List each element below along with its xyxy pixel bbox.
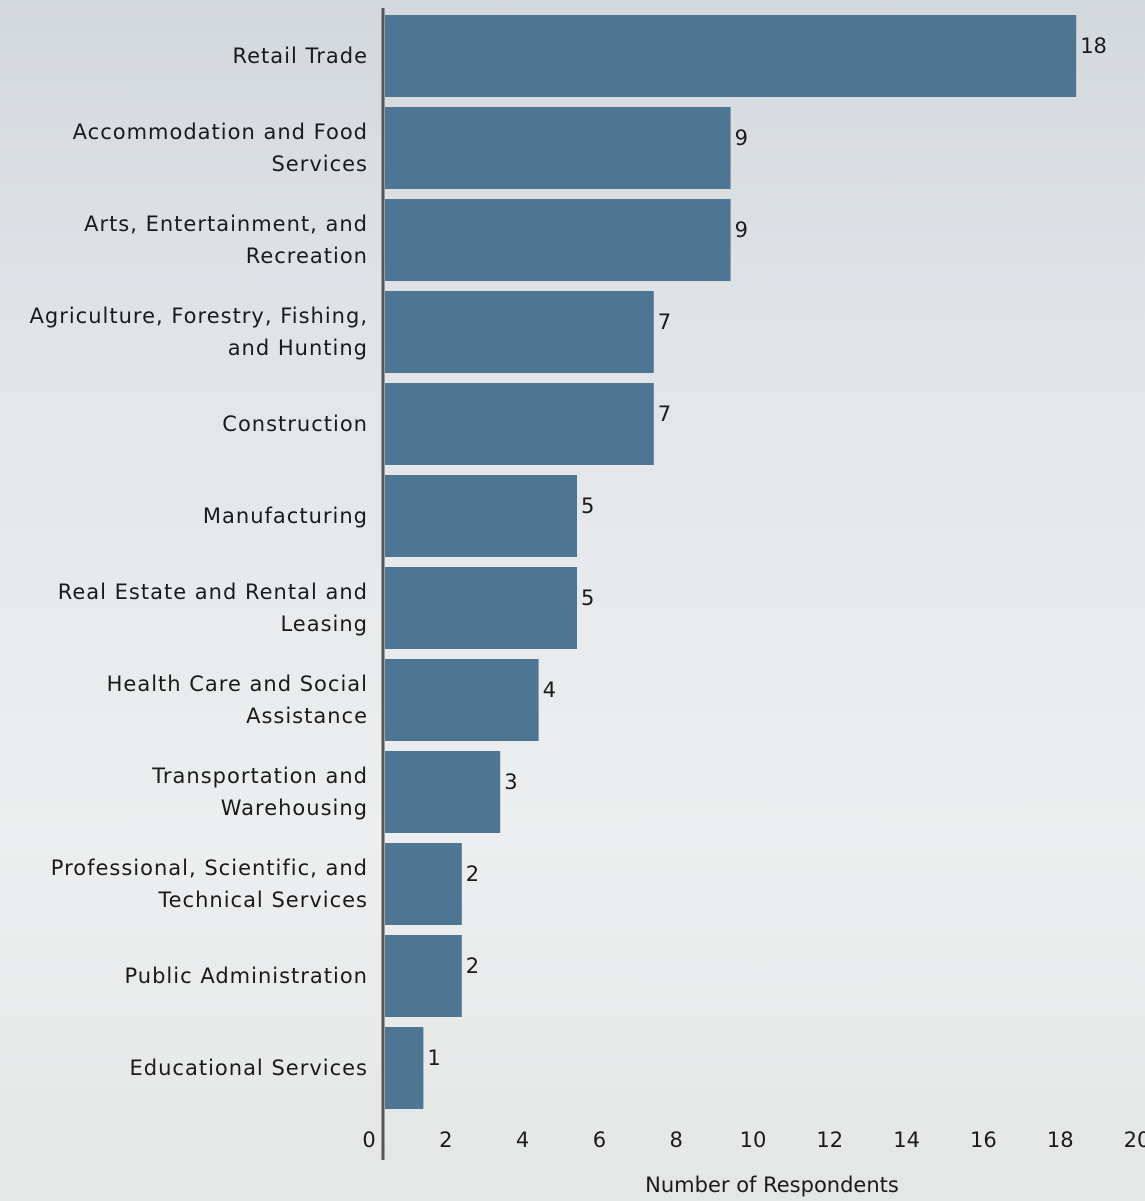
- bar: [385, 751, 501, 833]
- bar: [385, 107, 731, 189]
- value-label: 1: [427, 1046, 440, 1070]
- y-tick-label: Real Estate and Rental and Leasing: [57, 580, 368, 636]
- x-tick-label: 2: [439, 1128, 452, 1152]
- y-tick-label: Professional, Scientific, and Technical …: [50, 856, 368, 912]
- x-axis-label: Number of Respondents: [645, 1173, 899, 1197]
- value-label: 9: [735, 218, 748, 242]
- value-label: 5: [581, 494, 594, 518]
- x-tick-label: 20: [1124, 1128, 1145, 1152]
- bar: [385, 383, 654, 465]
- y-tick-label: Public Administration: [124, 964, 368, 988]
- y-tick-label: Retail Trade: [232, 44, 368, 68]
- x-tick-label: 12: [816, 1128, 843, 1152]
- bar: [385, 15, 1077, 97]
- value-label: 18: [1080, 34, 1107, 58]
- y-tick-label: Accommodation and Food Services: [72, 120, 368, 176]
- value-label: 4: [543, 678, 556, 702]
- y-tick-label: Agriculture, Forestry, Fishing, and Hunt…: [29, 304, 368, 360]
- value-label: 2: [466, 862, 479, 886]
- x-tick-label: 4: [516, 1128, 529, 1152]
- x-tick-label: 8: [670, 1128, 683, 1152]
- bar: [385, 567, 577, 649]
- x-tick-label: 16: [970, 1128, 997, 1152]
- y-tick-label: Manufacturing: [202, 504, 368, 528]
- value-label: 7: [658, 310, 671, 334]
- y-tick-label: Construction: [222, 412, 368, 436]
- y-tick-label: Educational Services: [129, 1056, 368, 1080]
- value-label: 7: [658, 402, 671, 426]
- bar: [385, 935, 462, 1017]
- bar: [385, 843, 462, 925]
- value-label: 9: [735, 126, 748, 150]
- bar: [385, 291, 654, 373]
- x-tick-label: 18: [1047, 1128, 1074, 1152]
- x-tick-label: 14: [893, 1128, 920, 1152]
- y-tick-label: Arts, Entertainment, and Recreation: [84, 212, 368, 268]
- value-label: 2: [466, 954, 479, 978]
- x-tick-label: 0: [362, 1128, 375, 1152]
- bar: [385, 1027, 424, 1109]
- y-tick-label: Transportation and Warehousing: [152, 764, 368, 820]
- y-tick-label: Health Care and Social Assistance: [106, 672, 368, 728]
- x-tick-label: 6: [593, 1128, 606, 1152]
- value-label: 3: [504, 770, 517, 794]
- bar: [385, 199, 731, 281]
- x-tick-label: 10: [740, 1128, 767, 1152]
- value-label: 5: [581, 586, 594, 610]
- bar: [385, 659, 539, 741]
- bar: [385, 475, 577, 557]
